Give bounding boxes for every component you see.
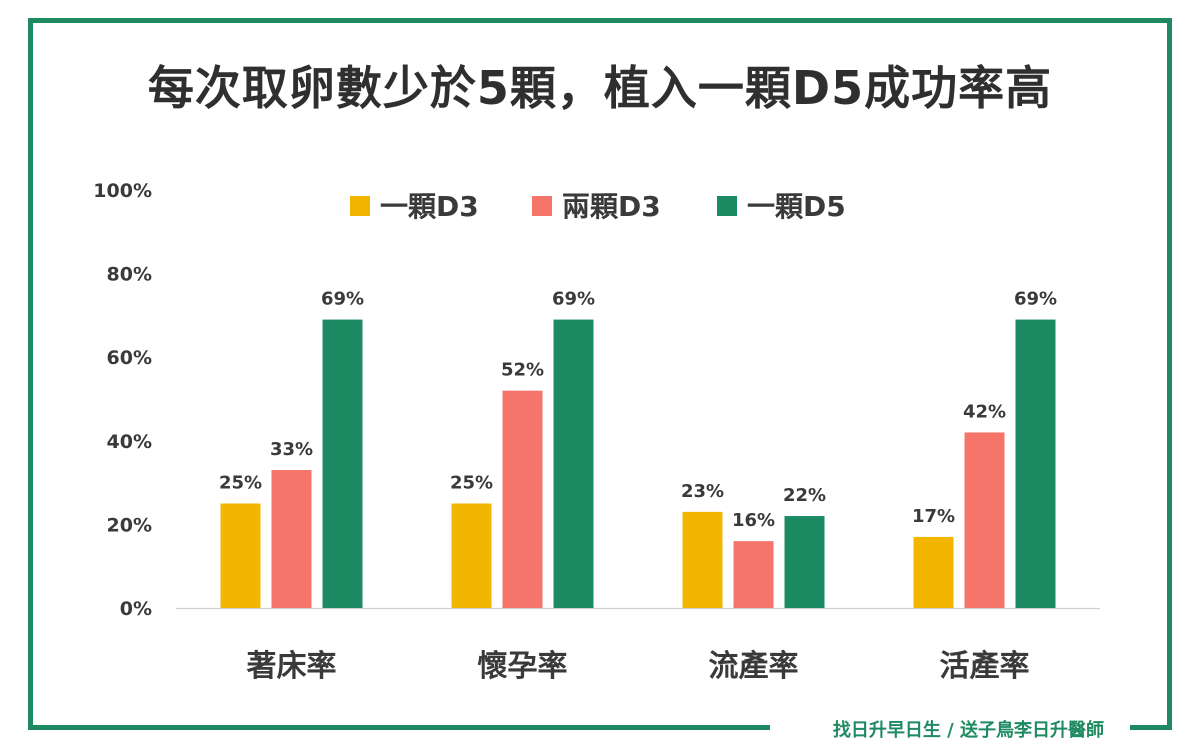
data-label: 42% [963, 401, 1006, 422]
x-tick-label: 活產率 [940, 649, 1030, 684]
y-tick-label: 60% [107, 347, 152, 369]
y-tick-label: 40% [107, 431, 152, 453]
bars [220, 319, 1056, 608]
x-tick-label: 流產率 [709, 649, 799, 684]
data-label: 33% [270, 439, 313, 460]
y-tick-label: 80% [107, 264, 152, 286]
footer-gap [770, 712, 1130, 748]
bar-一顆D3-著床率 [220, 503, 261, 608]
data-label: 25% [219, 473, 262, 494]
y-tick-label: 20% [107, 514, 152, 536]
chart-title: 每次取卵數少於5顆，植入一顆D5成功率高 [147, 61, 1053, 115]
legend-label: 兩顆D3 [562, 190, 661, 223]
data-label: 17% [912, 506, 955, 527]
y-tick-label: 100% [93, 180, 152, 202]
y-tick-label: 0% [120, 598, 152, 620]
legend: 一顆D3 兩顆D3 一顆D5 [350, 190, 846, 223]
bar-一顆D5-活產率 [1015, 319, 1056, 608]
bar-一顆D5-著床率 [322, 319, 363, 608]
bar-兩顆D3-著床率 [271, 470, 312, 608]
legend-label: 一顆D5 [747, 190, 846, 223]
data-label: 23% [681, 481, 724, 502]
footer-credit: 找日升早日生 / 送子鳥李日升醫師 [832, 720, 1104, 741]
legend-label: 一顆D3 [380, 190, 479, 223]
bar-一顆D3-懷孕率 [451, 503, 492, 608]
bar-兩顆D3-流產率 [733, 541, 774, 608]
bar-兩顆D3-懷孕率 [502, 390, 543, 608]
bar-一顆D5-流產率 [784, 516, 825, 608]
data-label: 16% [732, 510, 775, 531]
x-tick-label: 懷孕率 [478, 649, 568, 684]
legend-swatch [717, 196, 737, 216]
data-label: 52% [501, 360, 544, 381]
bar-一顆D3-活產率 [913, 536, 954, 608]
bar-一顆D3-流產率 [682, 511, 723, 608]
data-label: 69% [1014, 289, 1057, 310]
y-axis: 0% 20% 40% 60% 80% 100% [93, 180, 1100, 620]
x-axis: 著床率 懷孕率 流產率 活產率 [247, 649, 1030, 684]
data-label: 69% [321, 289, 364, 310]
data-label: 25% [450, 473, 493, 494]
x-tick-label: 著床率 [247, 649, 337, 684]
data-label: 69% [552, 289, 595, 310]
legend-swatch [350, 196, 370, 216]
chart-frame [28, 18, 1172, 730]
data-labels: 25% 33% 69% 25% 52% 69% 23% 16% 22% 17% 42% 69% [219, 289, 1057, 532]
data-label: 22% [783, 485, 826, 506]
bar-一顆D5-懷孕率 [553, 319, 594, 608]
bar-兩顆D3-活產率 [964, 432, 1005, 608]
legend-swatch [532, 196, 552, 216]
